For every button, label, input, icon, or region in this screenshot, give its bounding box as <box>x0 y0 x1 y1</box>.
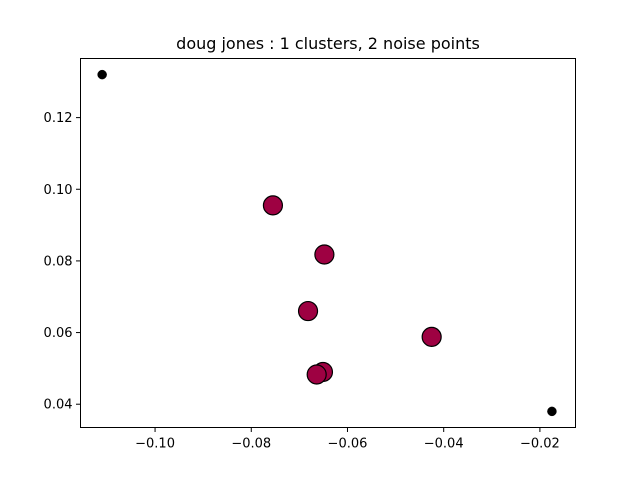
x-tick-label: −0.10 <box>135 437 175 452</box>
chart-title: doug jones : 1 clusters, 2 noise points <box>176 34 480 53</box>
plot-area-frame <box>80 58 576 428</box>
x-tick-label: −0.04 <box>424 437 464 452</box>
cluster-point <box>262 195 284 216</box>
data-points <box>97 69 557 417</box>
x-tick-label: −0.02 <box>520 437 560 452</box>
noise-point <box>97 69 107 80</box>
cluster-point <box>421 326 442 347</box>
y-axis-ticks: 0.04 0.06 0.08 0.10 0.12 <box>44 111 81 413</box>
x-tick-label: −0.08 <box>231 437 271 452</box>
x-tick-label: −0.06 <box>328 437 368 452</box>
y-tick-label: 0.10 <box>44 183 73 198</box>
y-tick-label: 0.06 <box>44 326 73 341</box>
cluster-point <box>306 364 327 385</box>
cluster-point <box>297 300 319 322</box>
x-axis-ticks: −0.10 −0.08 −0.06 −0.04 −0.02 <box>135 427 560 452</box>
y-tick-label: 0.08 <box>44 254 73 269</box>
noise-point <box>547 406 557 417</box>
y-tick-label: 0.04 <box>44 398 73 413</box>
cluster-point <box>314 244 335 265</box>
y-tick-label: 0.12 <box>44 111 73 126</box>
